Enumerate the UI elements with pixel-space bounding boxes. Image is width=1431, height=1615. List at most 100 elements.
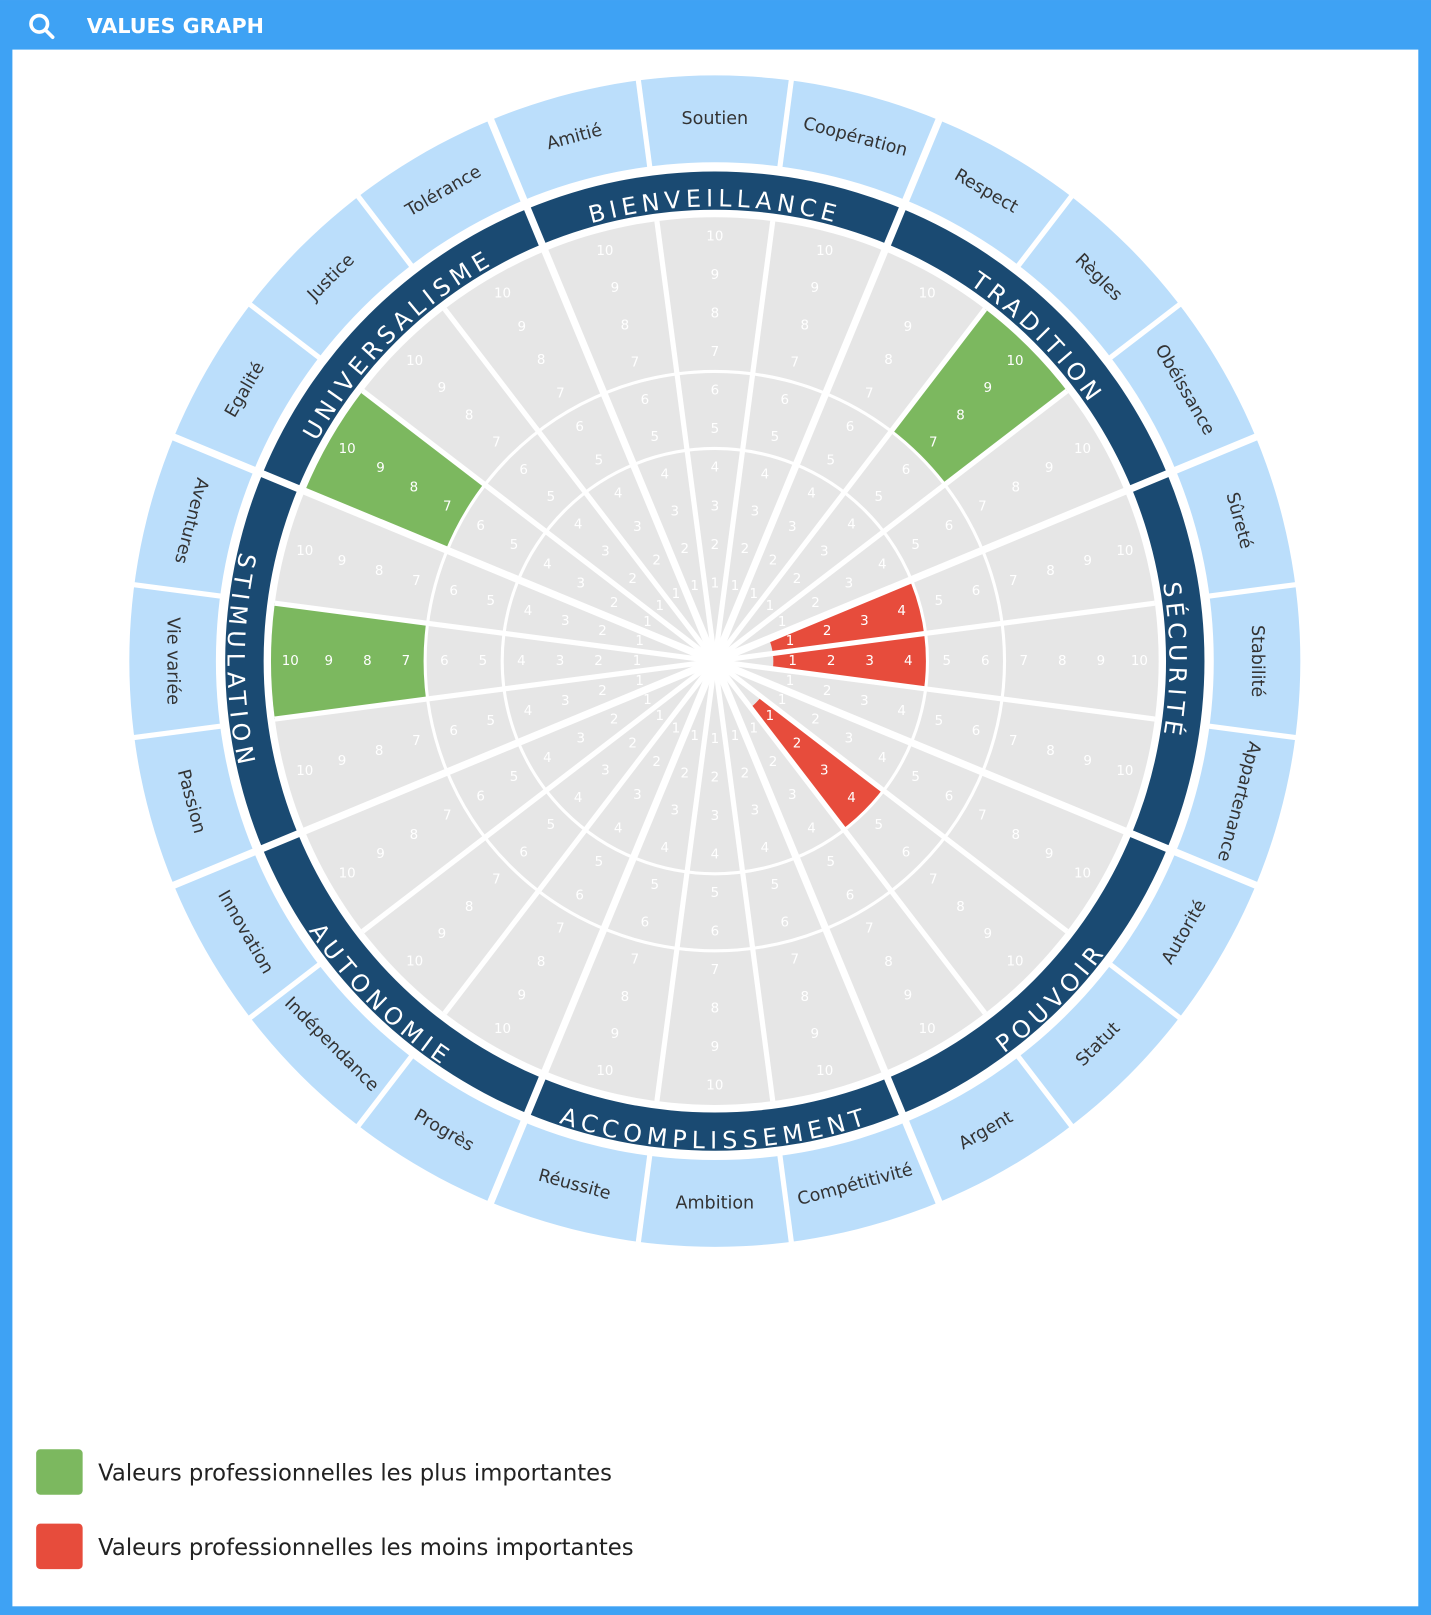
scale-label: 9 <box>1097 654 1106 669</box>
cell-separator <box>1014 1052 1076 1130</box>
scale-label: 8 <box>1058 654 1067 669</box>
scale-label: 8 <box>1012 828 1021 843</box>
scale-label: 6 <box>945 519 954 534</box>
value-separator <box>361 388 717 664</box>
scale-label: 2 <box>711 770 720 785</box>
scale-label: 2 <box>823 624 832 639</box>
scale-label: 7 <box>556 922 565 937</box>
scale-label: 1 <box>788 654 797 669</box>
scale-label: 6 <box>781 393 790 408</box>
scale-label: 7 <box>711 963 720 978</box>
scale-label: 6 <box>781 915 790 930</box>
scale-label: 1 <box>656 709 665 724</box>
scale-label: 7 <box>865 387 874 402</box>
scale-label: 10 <box>596 1064 613 1079</box>
scale-label: 10 <box>816 1064 833 1079</box>
scale-label: 4 <box>897 704 906 719</box>
value-separator <box>712 307 988 663</box>
scale-label: 7 <box>791 953 800 968</box>
scale-label: 6 <box>519 463 528 478</box>
scale-label: 1 <box>766 709 775 724</box>
highlights <box>271 309 1067 830</box>
scale-label: 2 <box>652 553 661 568</box>
scale-label: 10 <box>816 244 833 259</box>
scale-label: 1 <box>711 576 720 591</box>
value-label: Soutien <box>681 109 748 129</box>
scale-label: 8 <box>1012 480 1021 495</box>
value-separator <box>714 600 1156 664</box>
scale-label: 3 <box>711 809 720 824</box>
scale-label: 9 <box>1083 754 1092 769</box>
scale-label: 3 <box>711 499 720 514</box>
group-separator <box>486 659 719 1207</box>
scale-label: 7 <box>443 809 452 824</box>
value-highlight <box>768 579 926 654</box>
scale-label: 9 <box>376 461 385 476</box>
scale-label: 8 <box>465 900 474 915</box>
scale-label: 4 <box>897 604 906 619</box>
scale-label: 10 <box>1074 866 1091 881</box>
scale-label: 8 <box>465 408 474 423</box>
scale-label: 9 <box>1045 847 1054 862</box>
scale-label: 1 <box>711 732 720 747</box>
scale-label: 9 <box>984 927 993 942</box>
scale-label: 6 <box>641 393 650 408</box>
scale-label: 1 <box>672 721 681 736</box>
scale-label: 8 <box>621 318 630 333</box>
scale-label: 10 <box>1116 764 1133 779</box>
scale-label: 4 <box>761 467 770 482</box>
scale-label: 5 <box>935 594 944 609</box>
scale-label: 8 <box>410 828 419 843</box>
scale-label: 6 <box>519 845 528 860</box>
group-separator <box>711 115 944 663</box>
scale-label: 9 <box>1045 461 1054 476</box>
scale-label: 8 <box>1046 744 1055 759</box>
group-separator <box>169 657 717 890</box>
scale-label: 4 <box>807 487 816 502</box>
scale-label: 7 <box>492 873 501 888</box>
scale-label: 4 <box>878 751 887 766</box>
scale-label: 10 <box>1116 544 1133 559</box>
scale-label: 2 <box>793 736 802 751</box>
scale-label: 1 <box>635 674 644 689</box>
scale-label: 3 <box>633 520 642 535</box>
scale-label: 9 <box>984 381 993 396</box>
scale-label: 3 <box>820 764 829 779</box>
group-separator <box>486 115 719 663</box>
scale-label: 10 <box>282 654 299 669</box>
scale-label: 5 <box>827 855 836 870</box>
scale-label: 8 <box>956 408 965 423</box>
value-highlight <box>891 309 1067 485</box>
panel-title: VALUES GRAPH <box>87 14 264 38</box>
scale-label: 10 <box>1007 354 1024 369</box>
separators <box>130 77 1299 1246</box>
cell-separator <box>635 77 653 170</box>
cell-separator <box>130 723 224 741</box>
scale-label: 3 <box>561 614 570 629</box>
scale-label: 9 <box>810 1027 819 1042</box>
band-ring <box>500 446 930 876</box>
scale-label: 5 <box>547 818 556 833</box>
scale-label: 2 <box>598 624 607 639</box>
scale-label: 4 <box>661 841 670 856</box>
scale-label: 6 <box>972 724 981 739</box>
scale-label: 4 <box>807 822 816 837</box>
scale-label: 4 <box>614 487 623 502</box>
scale-labels: 1 2 3 4 5 6 7 8 9 10 1 2 3 4 5 6 7 8 9 10 1 2 3 4 5 6 7 8 9 10 1 2 3 4 5 6 7… <box>282 230 1148 1094</box>
scale-label: 6 <box>476 789 485 804</box>
cell-separator <box>776 1152 795 1246</box>
scale-label: 2 <box>680 766 689 781</box>
value-label: Ambition <box>675 1193 754 1213</box>
value-label: Vie variée <box>163 617 183 705</box>
scale-label: 10 <box>339 866 356 881</box>
cell-separator <box>130 581 224 599</box>
scale-label: 1 <box>731 729 740 744</box>
scale-label: 8 <box>956 900 965 915</box>
scale-label: 8 <box>410 480 419 495</box>
scale-label: 4 <box>524 704 533 719</box>
scale-label: 7 <box>412 574 421 589</box>
scale-label: 1 <box>690 729 699 744</box>
scale-label: 7 <box>631 953 640 968</box>
scale-label: 1 <box>766 599 775 614</box>
scale-label: 10 <box>406 954 423 969</box>
